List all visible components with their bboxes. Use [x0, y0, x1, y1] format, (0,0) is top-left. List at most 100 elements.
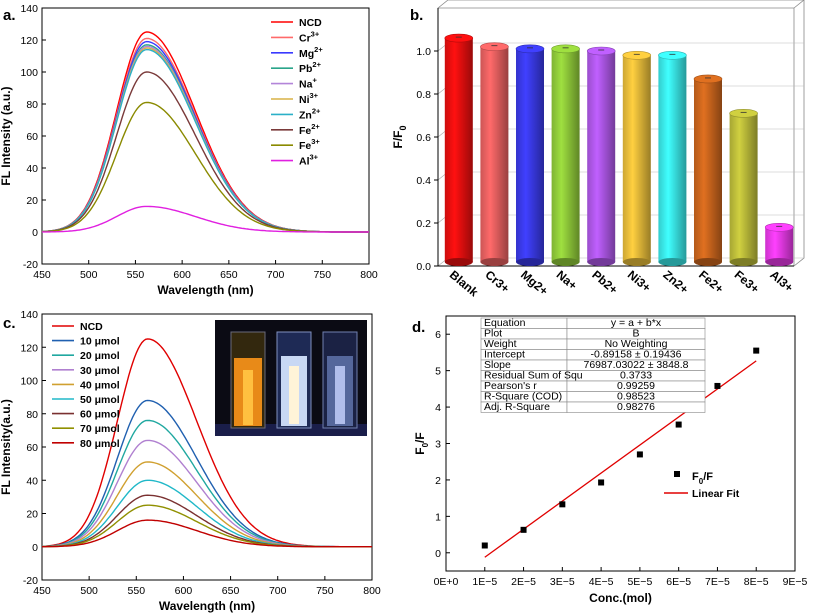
table-value: 76987.03022 ± 3848.8	[583, 359, 688, 371]
legend-charge: 2+	[312, 60, 321, 69]
cuvette-1-glow	[243, 370, 253, 425]
table-value: 0.98523	[617, 391, 655, 403]
y-tick-label: 80	[26, 409, 38, 421]
table-key: Weight	[484, 338, 517, 350]
legend-marker-square	[674, 471, 680, 477]
y-tick-label: 80	[26, 99, 38, 111]
legend-label-part: F	[692, 471, 699, 483]
data-point-7	[753, 347, 760, 354]
legend-ion: Pb	[299, 63, 312, 75]
legend-label-fit: Linear Fit	[692, 488, 740, 500]
bar-8	[729, 113, 758, 262]
legend-charge: 3+	[311, 137, 320, 146]
table-key: R-Square (COD)	[484, 391, 562, 403]
legend-label: 70 μmol	[80, 423, 120, 435]
data-point-5	[675, 421, 682, 428]
x-tick-label: 6E−5	[666, 576, 691, 588]
legend-label: 40 μmol	[80, 379, 120, 391]
legend-ion: Zn	[299, 109, 312, 121]
x-tick-label: 750	[316, 585, 334, 597]
bar-bottom	[622, 258, 651, 266]
data-point-2	[559, 501, 566, 508]
y-axis-label: F/F0	[391, 125, 408, 148]
table-value: B	[632, 328, 639, 340]
bar-bottom	[765, 258, 794, 266]
panel-d-title: d.	[412, 319, 425, 336]
x-tick-label: 800	[360, 269, 378, 281]
series-line-9	[42, 205, 369, 233]
data-point-0	[481, 542, 488, 549]
y-tick-label: -20	[23, 575, 38, 587]
series-line-5	[42, 479, 372, 548]
x-tick-label: Zn2+	[660, 268, 691, 297]
x-tick-label: 750	[314, 269, 332, 281]
legend-ion: Fe	[299, 140, 311, 152]
y-axis-label: F0/F	[413, 432, 430, 454]
x-tick-label: 0E+0	[434, 576, 459, 588]
x-axis-label: Conc.(mol)	[589, 591, 652, 605]
x-tick-label: 7E−5	[705, 576, 730, 588]
y-tick-label: 100	[20, 67, 38, 79]
bar-bottom	[658, 258, 687, 266]
y-tick-label: 0.8	[416, 89, 431, 101]
legend-ion: Fe	[299, 125, 311, 137]
bar-0	[444, 38, 473, 262]
x-tick-label: 5E−5	[627, 576, 652, 588]
data-point-3	[598, 479, 605, 486]
x-tick-label: 2E−5	[511, 576, 536, 588]
y-tick-label: 0.6	[416, 132, 431, 144]
bar-top	[764, 223, 794, 232]
bar-top	[658, 50, 687, 60]
y-tick-label: -20	[23, 259, 38, 271]
bar-3	[551, 48, 580, 262]
x-tick-label: Fe3+	[732, 268, 762, 297]
x-tick-label: Al3+	[767, 268, 796, 295]
x-tick-label: 500	[80, 585, 98, 597]
fit-line	[484, 360, 757, 558]
legend-label-part: /F	[703, 471, 713, 483]
legend-label: Al3+	[299, 153, 319, 168]
bar-bottom	[480, 258, 509, 266]
x-tick-label: 450	[33, 269, 51, 281]
legend-ion: Cr	[299, 32, 311, 44]
legend-label: 60 μmol	[80, 409, 120, 421]
bar-bottom	[551, 258, 580, 266]
legend-charge: 2+	[312, 106, 321, 115]
x-tick-label: 700	[269, 585, 287, 597]
bar-7	[694, 78, 722, 262]
legend-label: 80 μmol	[80, 438, 120, 450]
y-tick-label: 40	[26, 475, 38, 487]
legend-charge: 3+	[311, 29, 320, 38]
table-value: 0.98276	[617, 401, 655, 413]
table-key: Plot	[484, 328, 502, 340]
x-tick-label: 700	[267, 269, 285, 281]
y-tick-label: 60	[26, 442, 38, 454]
bar-1	[480, 46, 509, 263]
y-tick-label: 60	[26, 131, 38, 143]
legend-label: Mg2+	[299, 45, 323, 60]
x-axis-label: Wavelength (nm)	[159, 599, 255, 613]
y-tick-label: 120	[20, 342, 38, 354]
y-tick-label: 20	[26, 195, 38, 207]
legend-label: 10 μmol	[80, 336, 120, 348]
x-tick-label: 1E−5	[472, 576, 497, 588]
y-tick-label: 0.0	[416, 261, 431, 273]
panel-b-chart: 0.0 0.2 0.4 0.6 0.8 1.0 F/F0 Blank Cr3+ Mg2+ Na+ Pb…	[391, 0, 805, 300]
x-tick-label: 650	[222, 585, 240, 597]
table-value: y = a + b*x	[611, 317, 662, 329]
legend-label: 30 μmol	[80, 365, 120, 377]
bar-top	[622, 50, 652, 60]
y-tick-label: 40	[26, 163, 38, 175]
y-tick-label: 100	[20, 376, 38, 388]
series-line-8	[42, 519, 372, 548]
bar-top	[551, 44, 580, 54]
table-key: Pearson's r	[484, 380, 537, 392]
bar-top	[586, 46, 616, 56]
table-value: -0.89158 ± 0.19436	[590, 349, 681, 361]
x-tick-label: 3E−5	[550, 576, 575, 588]
legend-label: Zn2+	[299, 106, 321, 121]
plot-frame-corner	[793, 0, 805, 9]
bar-9	[765, 227, 794, 262]
data-point-4	[636, 451, 643, 458]
